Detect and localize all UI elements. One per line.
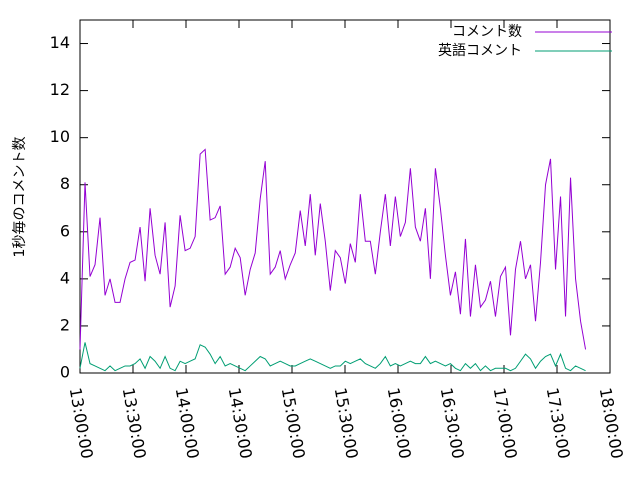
x-tick-label: 14:30:00 [225,386,256,460]
y-tick-label: 6 [60,221,70,240]
x-tick-label: 16:30:00 [437,386,468,460]
y-tick-label: 8 [60,174,70,193]
x-tick-label: 17:00:00 [490,386,521,460]
x-tick-label: 18:00:00 [596,386,627,460]
x-tick-label: 15:00:00 [278,386,309,460]
y-tick-label: 2 [60,315,70,334]
data-line [79,148,587,350]
y-tick-label: 14 [50,33,70,52]
data-line [79,342,586,372]
x-tick-label: 16:00:00 [384,386,415,460]
x-tick-label: 13:30:00 [119,386,150,460]
x-tick-label: 15:30:00 [331,386,362,460]
y-tick-label: 0 [60,363,70,382]
plot-frame [79,19,611,374]
x-tick-label: 14:00:00 [172,386,203,460]
y-tick-label: 10 [50,127,70,146]
y-tick-label: 4 [60,268,70,287]
y-tick-label: 12 [50,80,70,99]
y-axis-label: 1秒毎のコメント数 [12,137,28,258]
x-tick-label: 17:30:00 [543,386,574,460]
legend-label: 英語コメント [438,42,522,59]
x-tick-label: 13:00:00 [66,386,97,460]
legend-label: コメント数 [452,24,522,40]
